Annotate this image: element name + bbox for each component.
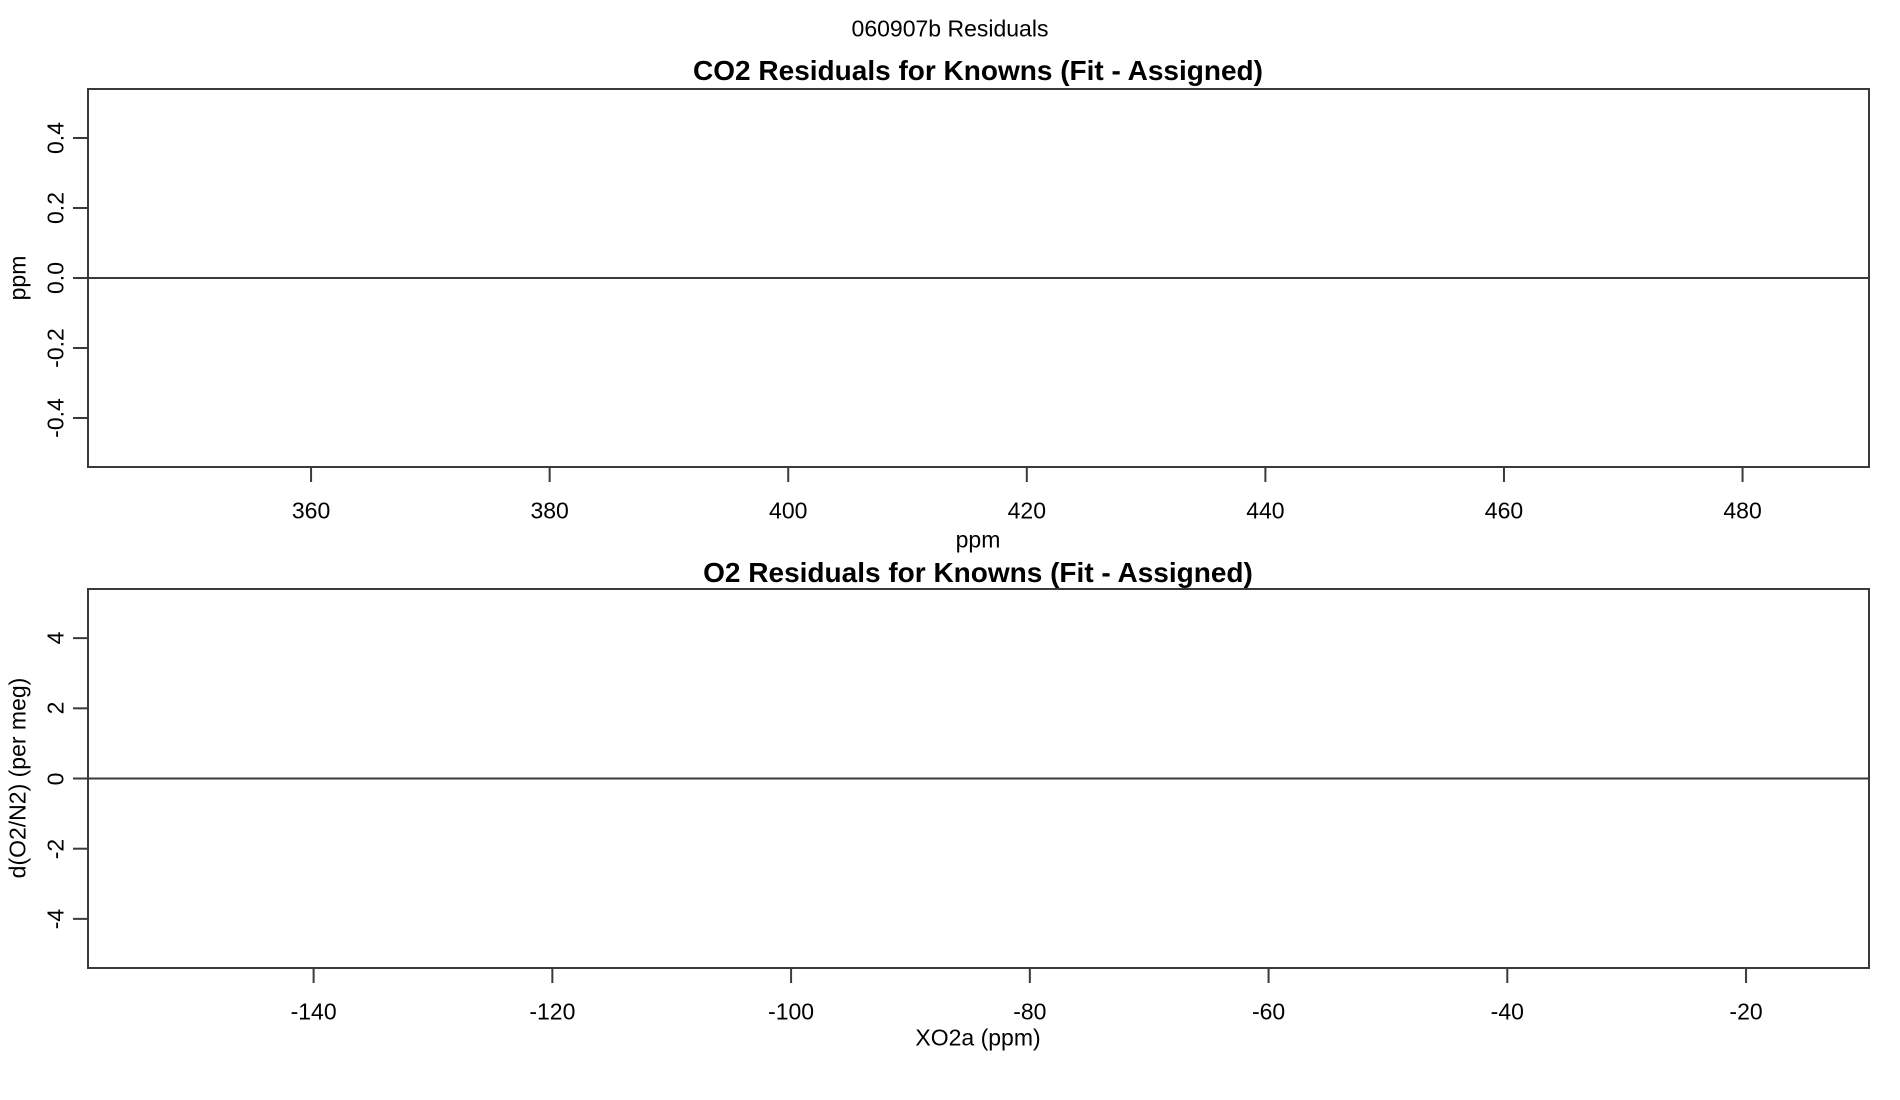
x-tick-label: -60 [1251, 998, 1286, 1025]
y-tick-label: 0 [42, 772, 69, 785]
o2-plot-title: O2 Residuals for Knowns (Fit - Assigned) [703, 557, 1253, 588]
x-tick-label: -80 [1013, 998, 1047, 1025]
x-tick-label: 460 [1484, 497, 1524, 524]
y-tick-label: 2 [42, 701, 69, 715]
x-tick-label: 420 [1007, 497, 1046, 524]
x-tick-label: 360 [291, 497, 331, 524]
x-tick-label: 440 [1246, 497, 1285, 524]
x-tick-label: 380 [530, 497, 569, 524]
co2-x-axis-label: ppm [955, 526, 1001, 553]
x-tick-label: -140 [290, 998, 337, 1025]
y-tick-label: 0.0 [42, 262, 69, 294]
y-tick-label: -2 [42, 838, 69, 859]
x-tick-label: -40 [1490, 998, 1524, 1025]
y-tick-label: -4 [42, 908, 69, 930]
co2-plot-title: CO2 Residuals for Knowns (Fit - Assigned… [693, 55, 1263, 86]
x-tick-label: 400 [769, 497, 808, 524]
y-tick-label: 0.4 [42, 122, 69, 154]
y-tick-label: -0.4 [42, 398, 69, 438]
x-tick-label: -100 [768, 998, 815, 1025]
co2-y-axis-label: ppm [4, 255, 31, 301]
page-title: 060907b Residuals [851, 15, 1049, 42]
o2-y-axis-label: d(O2/N2) (per meg) [4, 677, 31, 879]
x-tick-label: 480 [1723, 497, 1762, 524]
y-tick-label: 4 [42, 631, 69, 645]
y-tick-label: -0.2 [42, 328, 69, 368]
x-tick-label: -120 [529, 998, 576, 1025]
o2-x-axis-label: XO2a (ppm) [915, 1024, 1041, 1051]
y-tick-label: 0.2 [42, 192, 69, 224]
x-tick-label: -20 [1729, 998, 1763, 1025]
